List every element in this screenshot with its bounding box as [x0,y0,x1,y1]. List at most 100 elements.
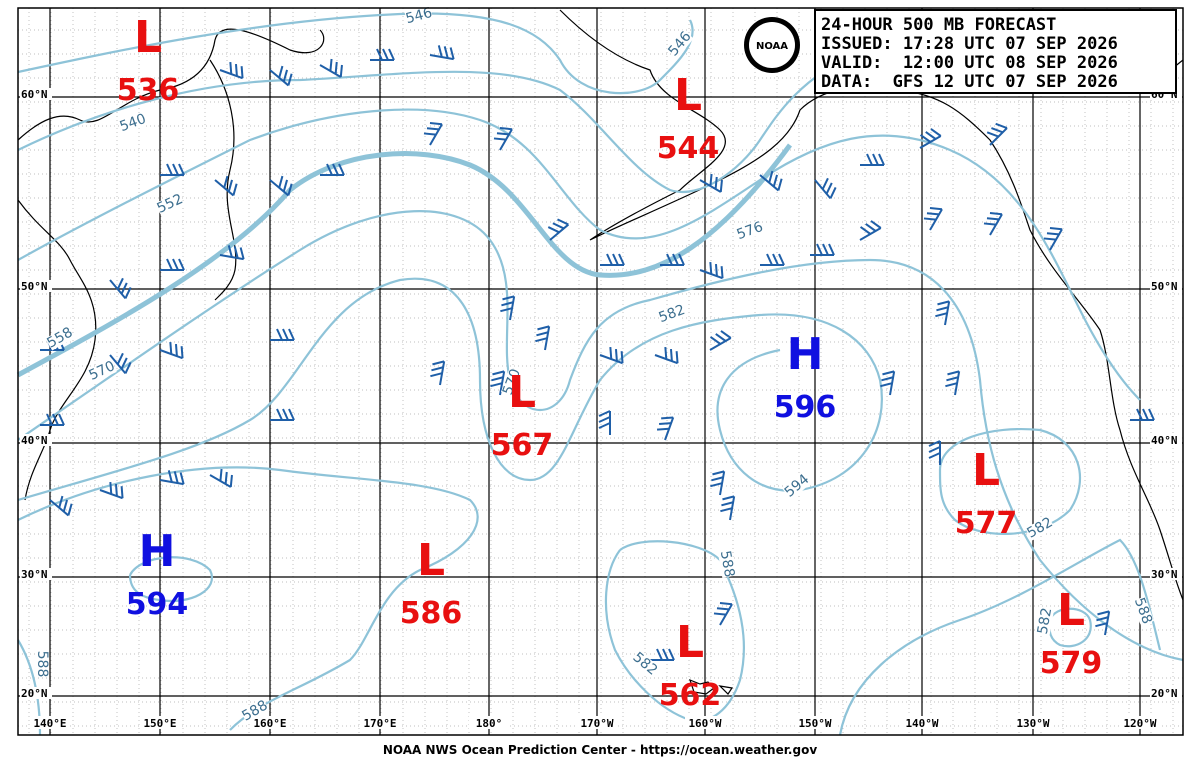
wind-barb [699,261,724,280]
barb-feather [772,253,779,266]
barb-feather [778,253,785,266]
barb-staff [719,471,726,496]
contour-label-bg [657,302,687,326]
lat-label: 20°N [1151,687,1178,700]
barb-feather [720,330,732,339]
wind-barb [493,127,513,151]
barb-feather [925,131,937,140]
center-value: 577 [955,506,1018,541]
header-line: ISSUED: 17:28 UTC 07 SEP 2026 [821,34,1118,54]
contour-label-bg [118,111,148,135]
barb-feather [109,481,113,495]
lon-label-bg [140,716,180,729]
barb-feather [288,408,295,421]
barb-feather [287,183,293,196]
lon-label-bg [360,716,400,729]
wind-barb [860,153,885,166]
barb-feather [928,440,941,447]
barb-feather [991,127,1004,134]
barb-feather [669,349,673,362]
barb-feather [430,372,443,378]
wind-barb [880,370,896,396]
contour-label-bg [500,367,524,397]
lon-label-bg [902,716,942,729]
barb-feather [929,207,943,211]
lon-label: 170°W [580,717,613,730]
wind-barb [859,220,882,241]
barb-feather [535,337,548,343]
barb-feather [116,352,124,365]
lat-label-bg [20,88,52,100]
barb-feather [229,474,233,488]
barb-feather [282,69,288,82]
barb-feather [166,163,173,176]
wind-barb [430,360,446,386]
barb-feather [232,183,238,196]
islands [689,678,734,695]
wind-barb [709,330,732,351]
barb-feather [500,307,513,313]
barb-feather [449,47,455,60]
barb-feather [120,282,128,295]
wind-barb [945,370,961,396]
wind-barb [935,300,951,326]
barb-feather [229,61,233,75]
contour-line [604,540,746,723]
lon-label-bg [30,716,70,729]
barb-feather [720,507,733,513]
barb-feather [58,413,65,426]
barb-feather [620,351,624,364]
wind-barb [1043,227,1063,251]
barb-staff [1049,228,1063,251]
wind-barb [760,253,785,266]
lat-label: 50°N [1151,280,1178,293]
barb-feather [547,226,560,234]
barb-feather [169,341,173,355]
center-value: 594 [126,587,189,622]
lat-label-bg [1150,434,1182,446]
barb-feather [822,243,829,256]
barb-feather [928,452,941,459]
center-value: 579 [1040,646,1103,681]
barb-feather [678,253,685,266]
wind-barb [49,495,73,517]
barb-feather [716,607,730,611]
wind-barb [109,277,132,300]
barb-feather [423,132,437,136]
barb-staff [599,354,623,365]
barb-staff [929,208,943,231]
barb-feather [223,175,229,188]
coastline [209,59,237,301]
header-line: 24-HOUR 500 MB FORECAST [821,15,1056,35]
barb-feather [712,470,725,476]
barb-feather [989,212,1003,216]
barb-feather [947,370,960,376]
coastline [17,28,325,141]
lon-label-bg [795,716,835,729]
barb-feather [715,333,727,342]
barb-feather [709,173,713,187]
barb-staff [954,371,961,396]
barb-feather [926,212,940,216]
barb-feather [167,470,173,483]
lon-label-bg [250,716,290,729]
contour-line [17,108,1141,401]
barb-feather [490,382,503,388]
barb-feather [443,46,449,59]
contour-line-564 [16,143,793,378]
barb-feather [777,178,783,191]
barb-feather [675,351,679,364]
barb-feather [859,226,871,235]
barb-feather [426,127,440,131]
barb-staff [989,127,1008,146]
barb-staff [814,179,832,200]
barb-feather [882,370,895,376]
barb-feather [276,328,283,341]
wind-barb [370,48,395,61]
center-letter: L [508,367,536,418]
barb-feather [67,503,73,516]
contour-line [128,556,213,603]
wind-barb [490,370,506,396]
barb-feather [234,64,238,77]
